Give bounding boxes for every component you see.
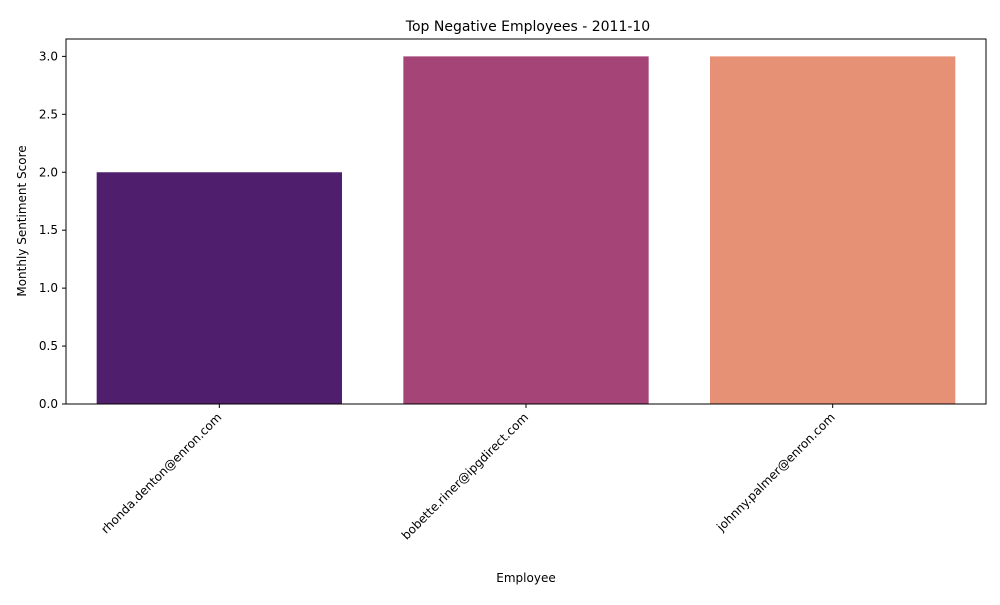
x-axis: rhonda.denton@enron.com bobette.riner@ipg… (98, 404, 838, 543)
x-tick-label: rhonda.denton@enron.com (98, 410, 224, 536)
plot-frame (65, 38, 987, 405)
x-tick-label: bobette.riner@ipgdirect.com (399, 410, 531, 542)
y-tick-label: 2.5 (39, 107, 58, 121)
y-tick-label: 0.0 (39, 397, 58, 411)
x-axis-label: Employee (496, 571, 555, 585)
y-tick-label: 1.5 (39, 223, 58, 237)
y-tick-label: 3.0 (39, 49, 58, 63)
chart-title: Top Negative Employees - 2011-10 (405, 19, 650, 35)
y-tick-label: 0.5 (39, 339, 58, 353)
bars (96, 56, 956, 404)
x-tick-label: johnny.palmer@enron.com (713, 410, 837, 534)
bar (403, 56, 649, 404)
bar (96, 172, 343, 404)
y-tick-label: 1.0 (39, 281, 58, 295)
y-axis: 0.0 0.5 1.0 1.5 2.0 2.5 3.0 (39, 49, 66, 411)
y-tick-label: 2.0 (39, 165, 58, 179)
bar (710, 56, 956, 404)
y-axis-label: Monthly Sentiment Score (15, 145, 29, 296)
